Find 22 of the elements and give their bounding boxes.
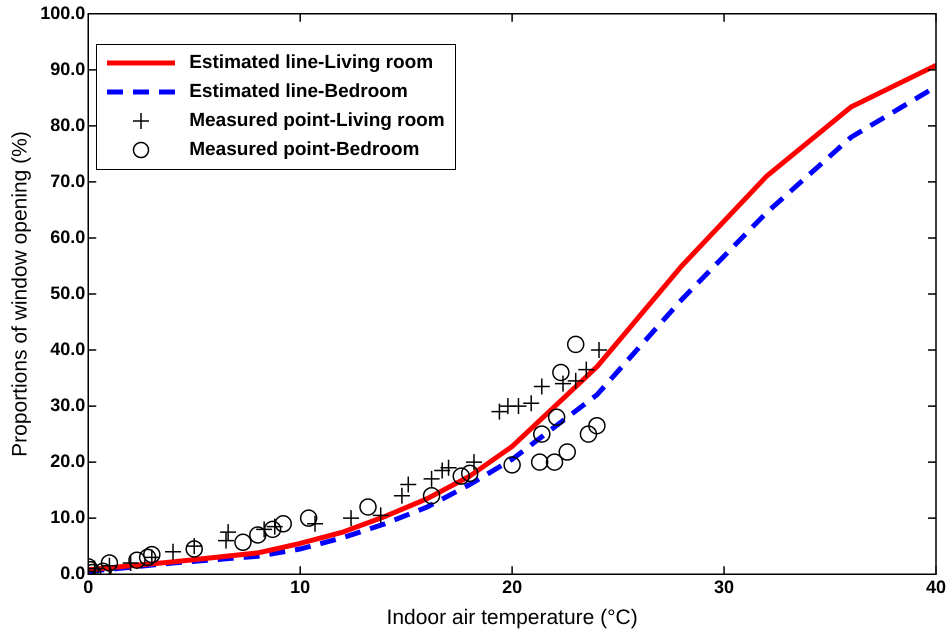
x-tick-label: 30 (714, 576, 734, 597)
legend-label: Estimated line-Bedroom (189, 81, 408, 104)
x-tick-label: 20 (502, 576, 522, 597)
x-tick-label: 40 (926, 576, 946, 597)
y-tick-label: 0.0 (60, 563, 86, 584)
y-tick-label: 40.0 (50, 339, 86, 360)
x-axis-title: Indoor air temperature (°C) (386, 606, 638, 630)
y-tick-label: 10.0 (50, 507, 86, 528)
legend-label: Estimated line-Living room (189, 52, 434, 74)
y-tick-label: 50.0 (50, 282, 86, 303)
x-tick-label: 0 (83, 576, 94, 597)
y-tick-label: 30.0 (50, 395, 86, 416)
y-tick-label: 20.0 (50, 451, 86, 472)
x-tick-label: 10 (290, 576, 310, 597)
y-tick-label: 70.0 (50, 170, 86, 191)
y-tick-label: 90.0 (50, 58, 86, 79)
legend-label: Measured point-Bedroom (189, 139, 420, 162)
y-axis-title: Proportions of window opening (%) (8, 131, 32, 457)
y-tick-label: 60.0 (50, 226, 86, 247)
legend-label: Measured point-Living room (189, 110, 445, 132)
y-tick-label: 100.0 (40, 2, 86, 23)
y-tick-label: 80.0 (50, 114, 86, 135)
